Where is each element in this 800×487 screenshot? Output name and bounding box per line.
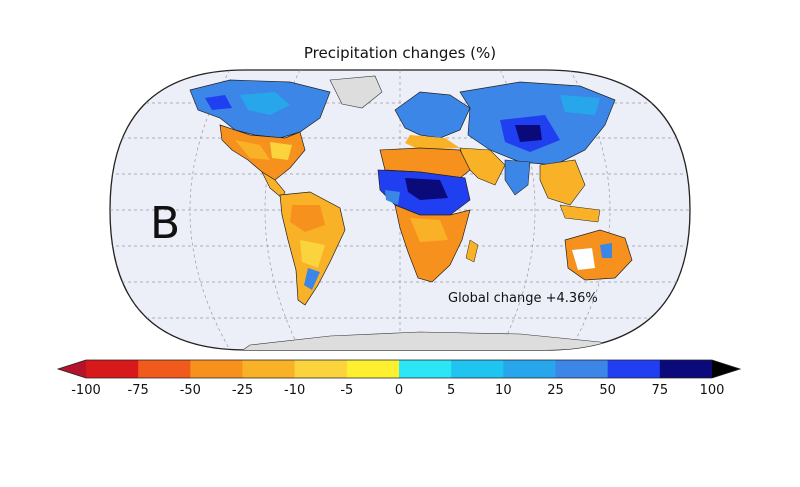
south-asia-region: [504, 159, 531, 196]
colorbar-extend-high: [712, 360, 740, 378]
greenland-region: [329, 75, 383, 109]
global-change-annotation: Global change +4.36%: [448, 291, 598, 306]
colorbar-tick-label: 5: [447, 383, 456, 398]
colorbar-tick-label: -10: [284, 383, 306, 398]
colorbar-segment: [555, 360, 609, 378]
colorbar-segment: [659, 360, 713, 378]
southeast-asia-region: [539, 159, 586, 206]
colorbar-tick-label: 10: [495, 383, 512, 398]
colorbar-tick-label: -75: [127, 383, 149, 398]
colorbar-tick-label: 25: [547, 383, 564, 398]
europe-wet-region: [394, 91, 471, 139]
colorbar-tick-label: -100: [71, 383, 101, 398]
colorbar-segment: [190, 360, 243, 378]
colorbar-segment: [138, 360, 191, 378]
map-title: Precipitation changes (%): [303, 44, 497, 62]
colorbar-extend-low: [58, 360, 86, 378]
colorbar-tick-label: 0: [394, 383, 404, 398]
colorbar-segment: [503, 360, 556, 378]
antarctica-region: [239, 331, 621, 350]
colorbar-tick-label: 75: [651, 383, 669, 398]
colorbar-outline: [56, 359, 742, 379]
colorbar-tick-label: 100: [699, 383, 725, 398]
colorbar-segment: [399, 360, 452, 378]
colorbar-segment: [242, 360, 296, 378]
colorbar-segment: [346, 360, 400, 378]
colorbar-segment: [294, 360, 348, 378]
colorbar-tick-label: -50: [179, 383, 201, 398]
colorbar-tick-labels: -100 -75 -50 -25 -10 -5 0 5 10 25 50 75 100: [0, 383, 800, 403]
panel-label: B: [150, 198, 181, 249]
colorbar-tick-label: -5: [340, 383, 354, 398]
colorbar: [56, 359, 742, 379]
colorbar-segment: [451, 360, 504, 378]
colorbar-segment: [86, 360, 139, 378]
colorbar-segment: [607, 360, 661, 378]
colorbar-tick-label: 50: [599, 383, 616, 398]
colorbar-tick-label: -25: [231, 383, 254, 398]
